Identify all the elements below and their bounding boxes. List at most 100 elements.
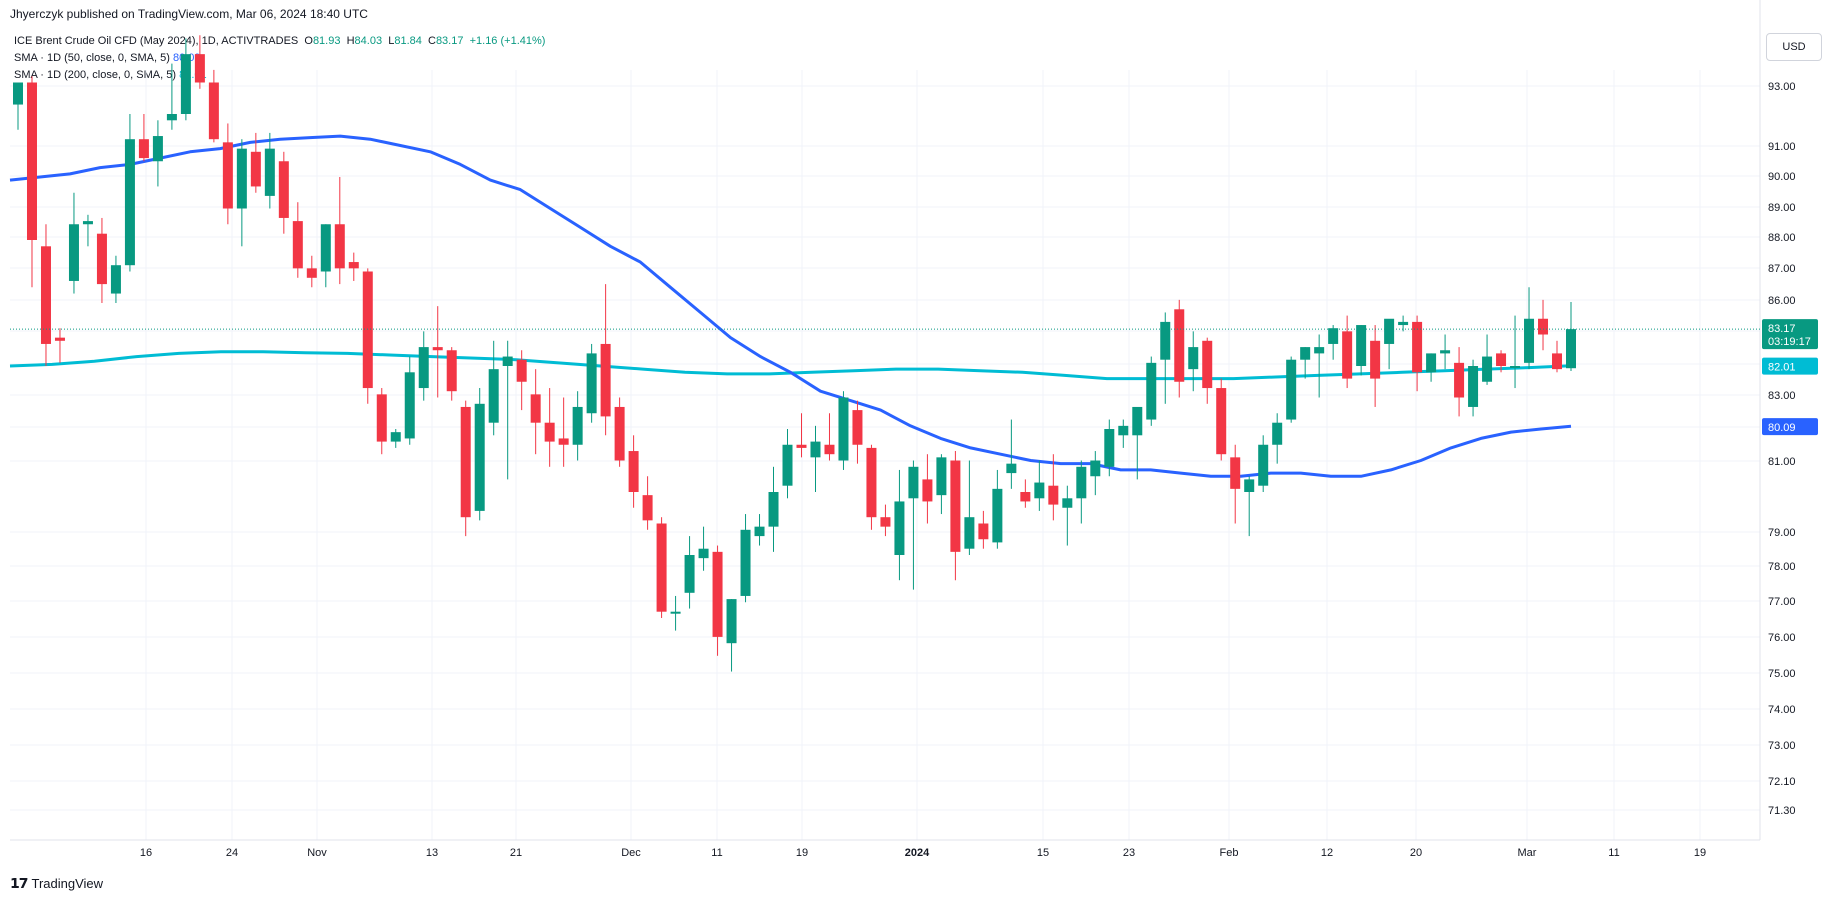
candle-body bbox=[1398, 321, 1409, 326]
candle-body bbox=[530, 394, 541, 423]
candle-body bbox=[334, 224, 345, 269]
y-tick-label: 89.00 bbox=[1768, 202, 1796, 214]
candle-body bbox=[810, 441, 821, 458]
last-price-label-bg bbox=[1762, 319, 1818, 350]
chart-grid bbox=[10, 0, 1761, 841]
candle-body bbox=[628, 451, 639, 492]
candle-body bbox=[1454, 362, 1465, 398]
candle-body bbox=[1300, 347, 1311, 360]
candle-body bbox=[1524, 318, 1535, 363]
x-tick-label: 11 bbox=[1608, 847, 1619, 859]
candle-body bbox=[1370, 340, 1381, 379]
candle-body bbox=[1006, 463, 1017, 474]
candle-body bbox=[26, 82, 37, 240]
candle-body bbox=[1440, 350, 1451, 354]
candle-body bbox=[1286, 359, 1297, 420]
x-tick-label: 21 bbox=[510, 847, 522, 859]
x-tick-label: 16 bbox=[140, 847, 152, 859]
low-label: L bbox=[388, 35, 395, 47]
candle-body bbox=[250, 151, 261, 187]
candles bbox=[13, 35, 1576, 672]
ohlc-row: ICE Brent Crude Oil CFD (May 2024), 1D, … bbox=[14, 33, 545, 50]
candle-body bbox=[1216, 388, 1227, 455]
candle-body bbox=[768, 492, 779, 527]
price-axis: 93.0091.0090.0089.0088.0087.0086.0085.00… bbox=[1768, 81, 1796, 817]
candle-body bbox=[796, 444, 807, 448]
candle-body bbox=[712, 551, 723, 637]
candle-body bbox=[474, 403, 485, 511]
candle-body bbox=[13, 82, 23, 105]
candle-body bbox=[418, 347, 429, 389]
last-price-label-text: 03:19:17 bbox=[1768, 336, 1811, 348]
candle-body bbox=[670, 611, 681, 614]
candle-body bbox=[1510, 366, 1521, 368]
candle-body bbox=[208, 82, 219, 140]
candle-body bbox=[1482, 356, 1493, 382]
candle-body bbox=[306, 268, 317, 278]
symbol-title[interactable]: ICE Brent Crude Oil CFD (May 2024), 1D, … bbox=[14, 35, 299, 47]
candle-body bbox=[754, 526, 765, 537]
x-tick-label: 20 bbox=[1410, 847, 1422, 859]
candle-body bbox=[726, 599, 737, 644]
candle-body bbox=[600, 343, 611, 417]
candle-body bbox=[390, 432, 401, 442]
candle-body bbox=[1160, 321, 1171, 360]
x-tick-label: 15 bbox=[1037, 847, 1049, 859]
candle-body bbox=[1034, 482, 1045, 499]
currency-button[interactable]: USD bbox=[1766, 33, 1822, 61]
candle-body bbox=[292, 221, 303, 269]
sma200-price-label-text: 82.01 bbox=[1768, 362, 1796, 374]
last-price-label-text: 83.17 bbox=[1768, 323, 1796, 335]
candle-body bbox=[1188, 347, 1199, 370]
candle-body bbox=[1048, 485, 1059, 505]
candle-body bbox=[1090, 460, 1101, 477]
sma200-polyline bbox=[9, 350, 1572, 381]
candle-body bbox=[1552, 353, 1563, 370]
candle-body bbox=[936, 457, 947, 496]
y-tick-label: 79.00 bbox=[1768, 527, 1796, 539]
candle-body bbox=[1104, 429, 1115, 467]
candle-body bbox=[1272, 422, 1283, 445]
candle-body bbox=[1118, 425, 1129, 436]
candle-body bbox=[446, 350, 457, 392]
open-value: 81.93 bbox=[312, 35, 341, 47]
sma200-price-label-bg bbox=[1762, 357, 1818, 375]
candle-body bbox=[376, 394, 387, 442]
candle-body bbox=[978, 523, 989, 540]
y-tick-label: 73.00 bbox=[1768, 740, 1796, 752]
candle-body bbox=[82, 221, 93, 225]
y-tick-label: 74.00 bbox=[1768, 704, 1796, 716]
candle-body bbox=[558, 438, 569, 445]
x-tick-label: 19 bbox=[796, 847, 808, 859]
x-tick-label: 12 bbox=[1321, 847, 1333, 859]
candle-body bbox=[166, 114, 177, 121]
candle-body bbox=[642, 495, 653, 521]
brand-name: TradingView bbox=[31, 876, 104, 891]
footer-brand[interactable]: 𝟭𝟳 TradingView bbox=[10, 875, 103, 892]
x-tick-label: 24 bbox=[226, 847, 238, 859]
candle-body bbox=[264, 148, 275, 196]
x-tick-label: Dec bbox=[621, 847, 641, 859]
candle-body bbox=[488, 369, 499, 423]
sma50-price-label-text: 80.09 bbox=[1768, 422, 1796, 434]
candle-body bbox=[222, 142, 233, 209]
candle-body bbox=[236, 148, 247, 209]
candle-body bbox=[1062, 498, 1073, 508]
y-tick-label: 78.00 bbox=[1768, 561, 1796, 573]
candle-body bbox=[40, 246, 51, 344]
y-tick-label: 87.00 bbox=[1768, 263, 1796, 275]
low-value: 81.84 bbox=[394, 35, 422, 47]
candle-body bbox=[1132, 406, 1143, 436]
candle-body bbox=[1314, 347, 1325, 354]
candle-body bbox=[1020, 492, 1031, 502]
high-label: H bbox=[346, 35, 355, 47]
candle-body bbox=[1174, 309, 1185, 382]
candle-body bbox=[404, 372, 415, 439]
x-tick-label: 2024 bbox=[905, 847, 930, 859]
candle-body bbox=[1468, 366, 1479, 407]
candle-body bbox=[362, 271, 373, 389]
candle-body bbox=[1342, 331, 1353, 379]
sma200-line bbox=[9, 350, 1572, 381]
